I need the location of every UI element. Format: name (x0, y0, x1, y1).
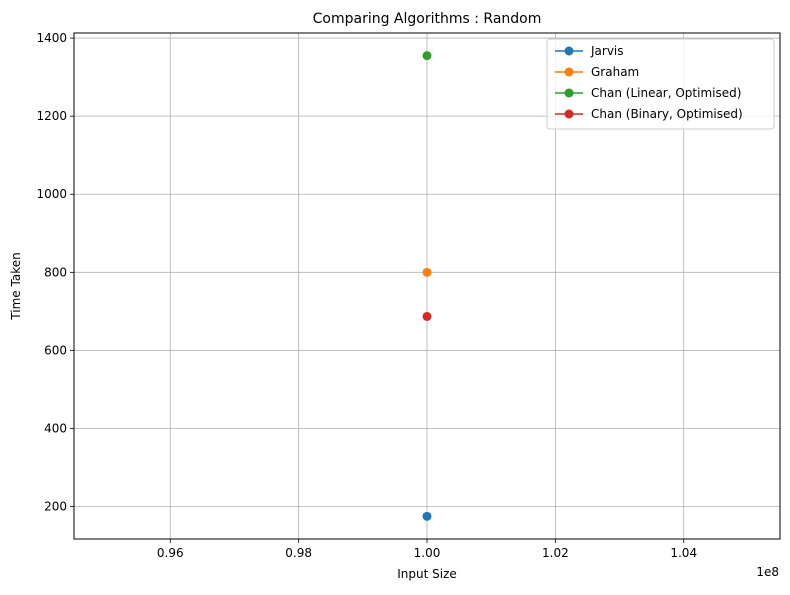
data-point (422, 51, 432, 61)
legend-items: Jarvis Graham Chan (Linear, Optimised) Chan… (555, 44, 743, 121)
y-tick-label: 1400 (36, 31, 67, 45)
data-point (422, 267, 432, 277)
data-point (422, 311, 432, 321)
x-axis: 0.96 0.98 1.00 1.02 1.04 (157, 539, 697, 560)
x-tick-label: 1.04 (670, 546, 697, 560)
legend-marker (564, 46, 574, 56)
legend-label: Jarvis (590, 44, 624, 58)
x-tick-label: 0.96 (157, 546, 184, 560)
legend-label: Graham (591, 65, 639, 79)
y-tick-label: 1200 (36, 109, 67, 123)
legend-box (546, 38, 775, 130)
y-tick-label: 600 (44, 343, 67, 357)
legend-marker (564, 109, 574, 119)
legend-label: Chan (Binary, Optimised) (591, 107, 743, 121)
x-tick-label: 0.98 (285, 546, 312, 560)
y-axis-label: Time Taken (9, 252, 23, 320)
x-tick-label: 1.00 (414, 546, 441, 560)
legend-label: Chan (Linear, Optimised) (591, 86, 741, 100)
legend: Jarvis Graham Chan (Linear, Optimised) Chan… (546, 38, 775, 130)
y-tick-label: 1000 (36, 187, 67, 201)
x-axis-label: Input Size (397, 567, 457, 581)
data-point (422, 511, 432, 521)
x-tick-label: 1.02 (542, 546, 569, 560)
legend-marker (564, 88, 574, 98)
y-tick-label: 200 (44, 500, 67, 514)
y-tick-label: 400 (44, 422, 67, 436)
series-layer (422, 51, 432, 521)
y-tick-label: 800 (44, 265, 67, 279)
legend-marker (564, 67, 574, 77)
y-axis: 200 400 600 800 1000 1200 1400 (36, 31, 74, 514)
x-axis-offset-label: 1e8 (756, 565, 779, 579)
chart-title: Comparing Algorithms : Random (313, 11, 542, 27)
